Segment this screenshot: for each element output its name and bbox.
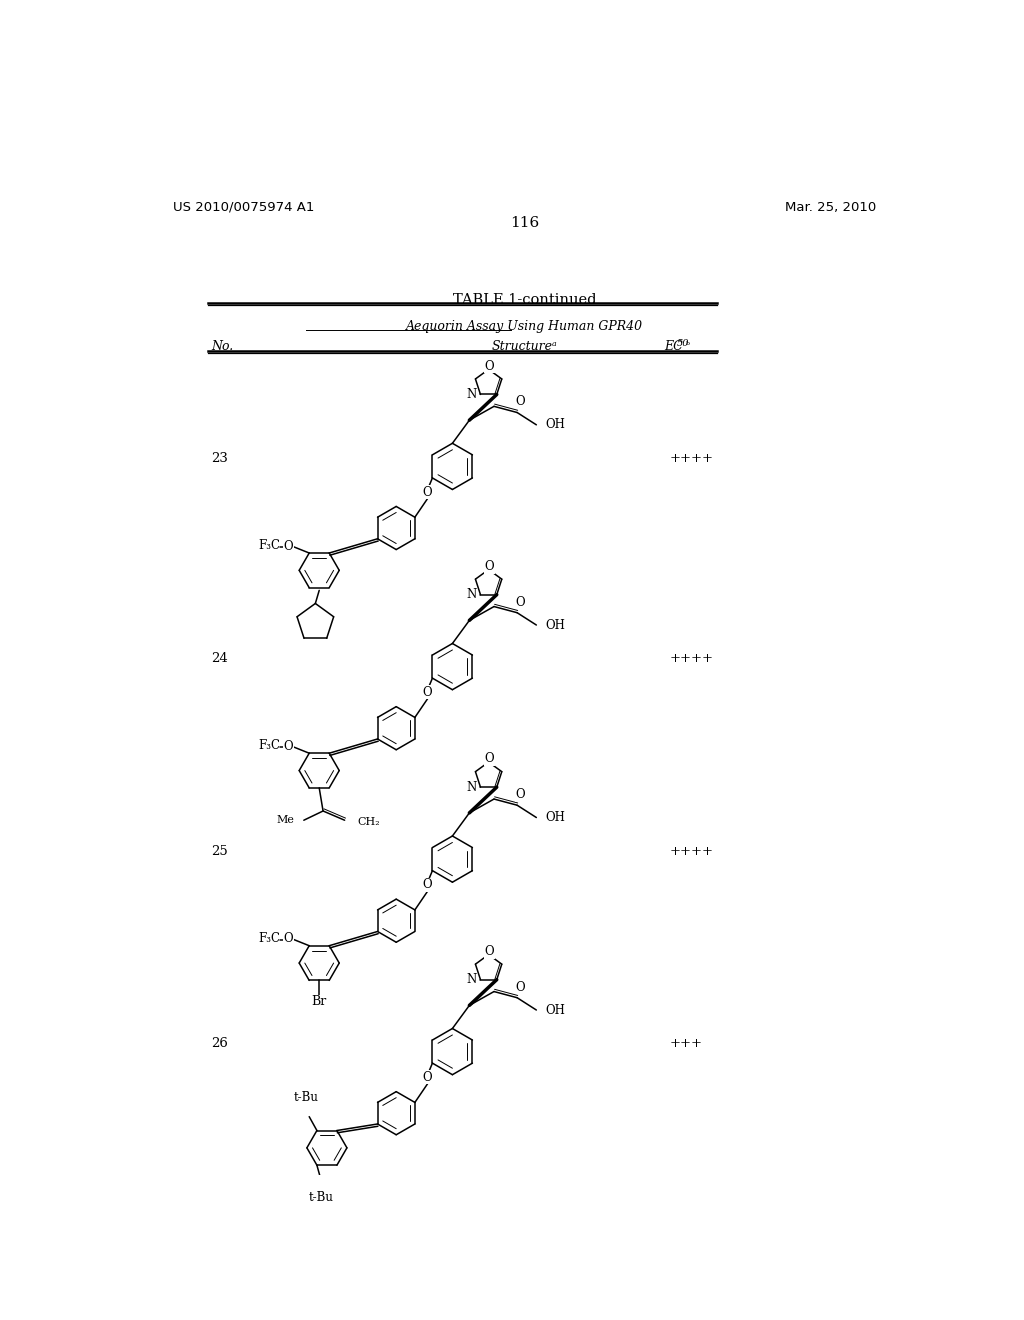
Text: N: N	[466, 973, 476, 986]
Text: N: N	[466, 780, 476, 793]
Text: ++++: ++++	[670, 845, 714, 858]
Text: O: O	[516, 595, 525, 609]
Text: ++++: ++++	[670, 453, 714, 465]
Text: O: O	[423, 686, 432, 698]
Text: O: O	[284, 739, 293, 752]
Text: ᵇ: ᵇ	[686, 341, 689, 350]
Text: O: O	[516, 981, 525, 994]
Text: O: O	[516, 788, 525, 801]
Text: 26: 26	[211, 1038, 228, 1051]
Text: F₃C: F₃C	[258, 739, 281, 752]
Text: F₃C: F₃C	[258, 932, 281, 945]
Text: US 2010/0075974 A1: US 2010/0075974 A1	[173, 201, 314, 214]
Text: O: O	[484, 752, 495, 766]
Text: Mar. 25, 2010: Mar. 25, 2010	[785, 201, 877, 214]
Text: 23: 23	[211, 453, 228, 465]
Text: ++++: ++++	[670, 652, 714, 665]
Text: t-Bu: t-Bu	[309, 1192, 334, 1204]
Text: O: O	[284, 932, 293, 945]
Text: Aequorin Assay Using Human GPR40: Aequorin Assay Using Human GPR40	[407, 321, 643, 333]
Text: O: O	[484, 560, 495, 573]
Text: 25: 25	[211, 845, 228, 858]
Text: No.: No.	[211, 341, 233, 354]
Text: TABLE 1-continued: TABLE 1-continued	[453, 293, 597, 308]
Text: 50: 50	[677, 339, 690, 347]
Text: Br: Br	[311, 995, 327, 1008]
Text: O: O	[516, 396, 525, 408]
Text: OH: OH	[546, 810, 565, 824]
Text: O: O	[423, 878, 432, 891]
Text: O: O	[423, 1071, 432, 1084]
Text: O: O	[284, 540, 293, 553]
Text: N: N	[466, 589, 476, 601]
Text: EC: EC	[665, 341, 683, 354]
Text: CH₂: CH₂	[357, 817, 380, 826]
Text: Structureᵃ: Structureᵃ	[492, 341, 558, 354]
Text: O: O	[484, 360, 495, 372]
Text: 116: 116	[510, 216, 540, 230]
Text: OH: OH	[546, 418, 565, 432]
Text: O: O	[423, 486, 432, 499]
Text: N: N	[466, 388, 476, 401]
Text: +++: +++	[670, 1038, 702, 1051]
Text: OH: OH	[546, 619, 565, 631]
Text: OH: OH	[546, 1003, 565, 1016]
Text: t-Bu: t-Bu	[294, 1092, 318, 1105]
Text: Me: Me	[276, 816, 295, 825]
Text: F₃C: F₃C	[258, 539, 281, 552]
Text: O: O	[484, 945, 495, 958]
Text: 24: 24	[211, 652, 228, 665]
